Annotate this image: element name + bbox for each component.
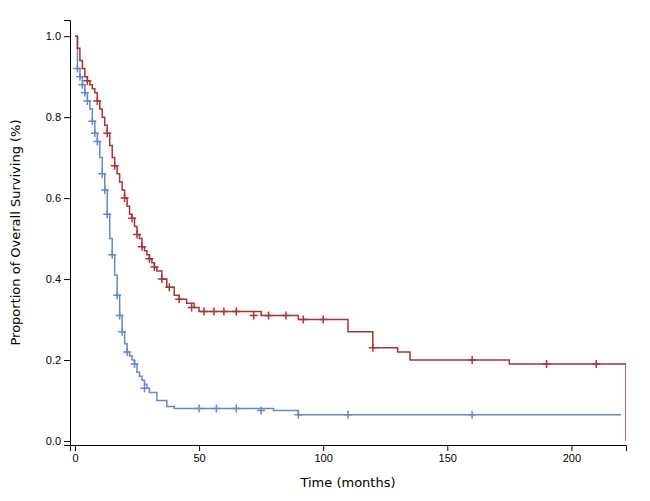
censor-mark — [468, 356, 476, 364]
y-axis-title: Proportion of Overall Surviving (%) — [8, 119, 23, 345]
censor-marks — [83, 77, 600, 368]
x-tick-mark — [323, 445, 324, 451]
censor-mark — [212, 405, 220, 413]
censor-mark — [73, 65, 81, 73]
x-tick-label: 50 — [193, 452, 205, 464]
y-tick-mark — [64, 117, 70, 118]
censor-mark — [88, 117, 96, 125]
censor-mark — [81, 89, 89, 97]
censor-mark — [121, 194, 129, 202]
x-axis-line — [71, 446, 627, 452]
x-tick: 100 — [314, 445, 332, 464]
y-tick-label: 0.0 — [46, 435, 61, 447]
y-tick-mark — [64, 441, 70, 442]
censor-mark — [108, 251, 116, 259]
y-tick: 1.0 — [46, 30, 70, 42]
censor-mark — [232, 405, 240, 413]
censor-mark — [265, 311, 273, 319]
censor-mark — [220, 307, 228, 315]
x-tick: 50 — [193, 445, 205, 464]
y-tick-mark — [64, 279, 70, 280]
x-tick-label: 100 — [314, 452, 332, 464]
y-tick-mark — [64, 360, 70, 361]
censor-mark — [319, 316, 327, 324]
censor-mark — [150, 263, 158, 271]
censor-mark — [103, 129, 111, 137]
censor-mark — [113, 291, 121, 299]
censor-mark — [118, 328, 126, 336]
censor-mark — [299, 316, 307, 324]
y-axis-line — [64, 21, 71, 446]
censor-marks — [73, 65, 476, 419]
x-axis: 0 50 100 150 200 — [71, 445, 627, 464]
y-tick-label: 0.4 — [46, 273, 61, 285]
censor-mark — [140, 384, 148, 392]
x-tick-mark — [75, 445, 76, 451]
y-tick: 0.2 — [46, 354, 70, 366]
x-tick-label: 150 — [439, 452, 457, 464]
x-tick-mark — [447, 445, 448, 451]
censor-mark — [250, 311, 258, 319]
censor-mark — [165, 283, 173, 291]
censor-mark — [138, 243, 146, 251]
x-tick-mark — [571, 445, 572, 451]
censor-mark — [123, 348, 131, 356]
x-tick-label: 0 — [72, 452, 78, 464]
censor-mark — [145, 255, 153, 263]
censor-mark — [158, 275, 166, 283]
y-tick: 0.6 — [46, 192, 70, 204]
y-tick-label: 0.8 — [46, 111, 61, 123]
y-tick-label: 0.2 — [46, 354, 61, 366]
censor-mark — [111, 162, 119, 170]
censor-mark — [195, 405, 203, 413]
censor-mark — [200, 307, 208, 315]
y-tick-label: 1.0 — [46, 30, 61, 42]
y-tick-mark — [64, 198, 70, 199]
chart: 0 50 100 150 200 0.0 0.2 0.4 0.6 0.8 1.0 Time (mont… — [0, 0, 650, 501]
censor-mark — [83, 77, 91, 85]
censor-mark — [78, 81, 86, 89]
censor-mark — [543, 360, 551, 368]
x-tick: 200 — [563, 445, 581, 464]
y-tick: 0.0 — [46, 435, 70, 447]
censor-mark — [282, 311, 290, 319]
censor-mark — [76, 73, 84, 81]
y-tick: 0.4 — [46, 273, 70, 285]
x-axis-title: Time (months) — [299, 475, 395, 490]
x-tick: 0 — [72, 445, 78, 464]
censor-mark — [91, 129, 99, 137]
censor-mark — [128, 214, 136, 222]
censor-mark — [83, 97, 91, 105]
censor-mark — [101, 186, 109, 194]
censor-mark — [257, 407, 265, 415]
survival-curve — [75, 36, 621, 414]
censor-mark — [468, 411, 476, 419]
censor-mark — [175, 295, 183, 303]
y-tick-mark — [64, 36, 70, 37]
censor-mark — [210, 307, 218, 315]
censor-mark — [93, 137, 101, 145]
censor-mark — [344, 411, 352, 419]
plot-area: 0 50 100 150 200 0.0 0.2 0.4 0.6 0.8 1.0 Time (mont… — [8, 21, 627, 491]
censor-mark — [232, 307, 240, 315]
censor-mark — [369, 344, 377, 352]
censor-mark — [98, 170, 106, 178]
censor-mark — [116, 311, 124, 319]
censor-mark — [133, 231, 141, 239]
y-axis: 0.0 0.2 0.4 0.6 0.8 1.0 — [46, 21, 71, 447]
censor-mark — [294, 411, 302, 419]
survival-curve — [75, 36, 626, 441]
censor-mark — [103, 210, 111, 218]
marks — [73, 36, 626, 441]
y-tick-label: 0.6 — [46, 192, 61, 204]
censor-mark — [93, 97, 101, 105]
censor-mark — [592, 360, 600, 368]
censor-mark — [188, 303, 196, 311]
x-tick: 150 — [439, 445, 457, 464]
x-tick-label: 200 — [563, 452, 581, 464]
x-tick-mark — [199, 445, 200, 451]
y-tick: 0.8 — [46, 111, 70, 123]
censor-mark — [131, 360, 139, 368]
